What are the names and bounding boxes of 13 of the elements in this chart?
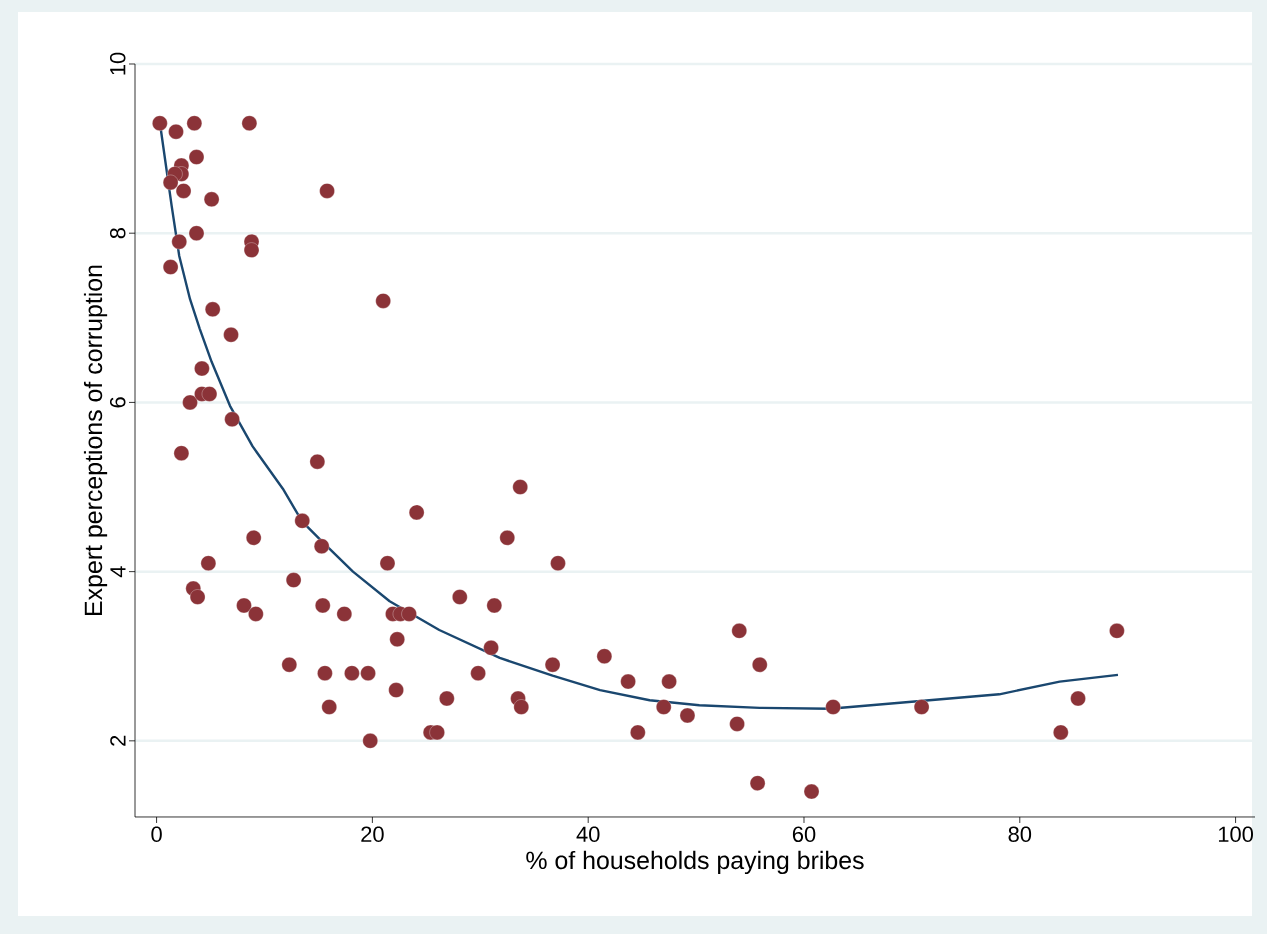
y-tick-label: 10 xyxy=(109,52,126,75)
x-tick-label: 60 xyxy=(792,826,816,843)
x-tick-label: 0 xyxy=(151,826,162,843)
x-tick-label: 100 xyxy=(1218,826,1253,843)
y-tick-label: 6 xyxy=(109,397,126,408)
y-tick-label: 2 xyxy=(110,735,126,746)
y-axis-title: Expert perceptions of corruption xyxy=(83,265,108,615)
y-tick-label: 4 xyxy=(110,566,126,578)
x-tick-label: 20 xyxy=(361,826,384,843)
x-axis-title: % of households paying bribes xyxy=(526,850,864,875)
y-tick-label: 8 xyxy=(109,228,126,239)
x-tick-label: 80 xyxy=(1008,826,1032,843)
x-tick-label: 40 xyxy=(576,826,600,843)
